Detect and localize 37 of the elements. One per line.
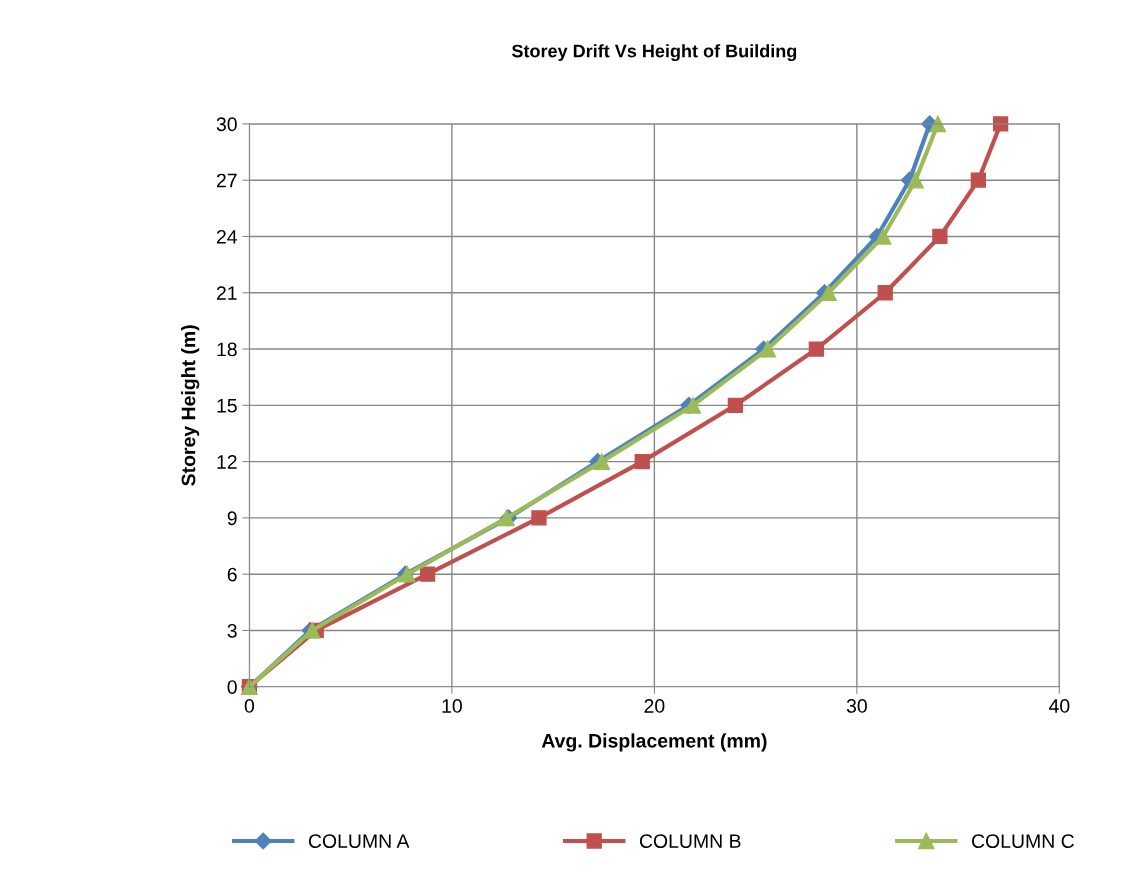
x-axis-title: Avg. Displacement (mm)	[541, 733, 767, 752]
point	[727, 397, 744, 413]
point	[877, 285, 893, 301]
point	[634, 453, 650, 470]
y-axis-title: Storey Height (m)	[181, 325, 200, 486]
x-tick-label: 10	[442, 699, 462, 713]
y-tick-label: 9	[227, 511, 237, 526]
point	[684, 396, 702, 414]
y-tick-label: 12	[217, 455, 237, 469]
chart-title: Storey Drift Vs Height of Building	[511, 44, 797, 62]
x-tick-label: 30	[846, 699, 867, 713]
point	[907, 171, 924, 189]
point	[808, 341, 824, 357]
point	[759, 340, 777, 358]
y-tick-label: 27	[216, 173, 237, 188]
point	[419, 566, 436, 582]
x-tick-label: 40	[1048, 699, 1070, 713]
point	[593, 453, 611, 470]
point	[874, 228, 892, 245]
legend-label: COLUMN B	[639, 834, 741, 848]
point	[531, 510, 547, 526]
y-tick-label: 3	[227, 623, 237, 638]
x-tick-label: 0	[244, 699, 255, 713]
y-tick-label: 18	[217, 342, 237, 357]
legend-label: COLUMN A	[308, 834, 410, 848]
point	[992, 116, 1009, 132]
y-tick-label: 21	[216, 286, 237, 300]
point	[820, 284, 837, 302]
legend-label: COLUMN C	[971, 834, 1074, 848]
y-tick-label: 6	[227, 567, 237, 582]
y-tick-label: 15	[217, 399, 237, 413]
y-tick-label: 0	[227, 680, 237, 694]
point	[970, 172, 986, 188]
x-tick-label: 20	[644, 699, 665, 713]
y-tick-label: 24	[216, 229, 238, 244]
point	[932, 228, 948, 245]
y-tick-label: 30	[216, 117, 237, 132]
